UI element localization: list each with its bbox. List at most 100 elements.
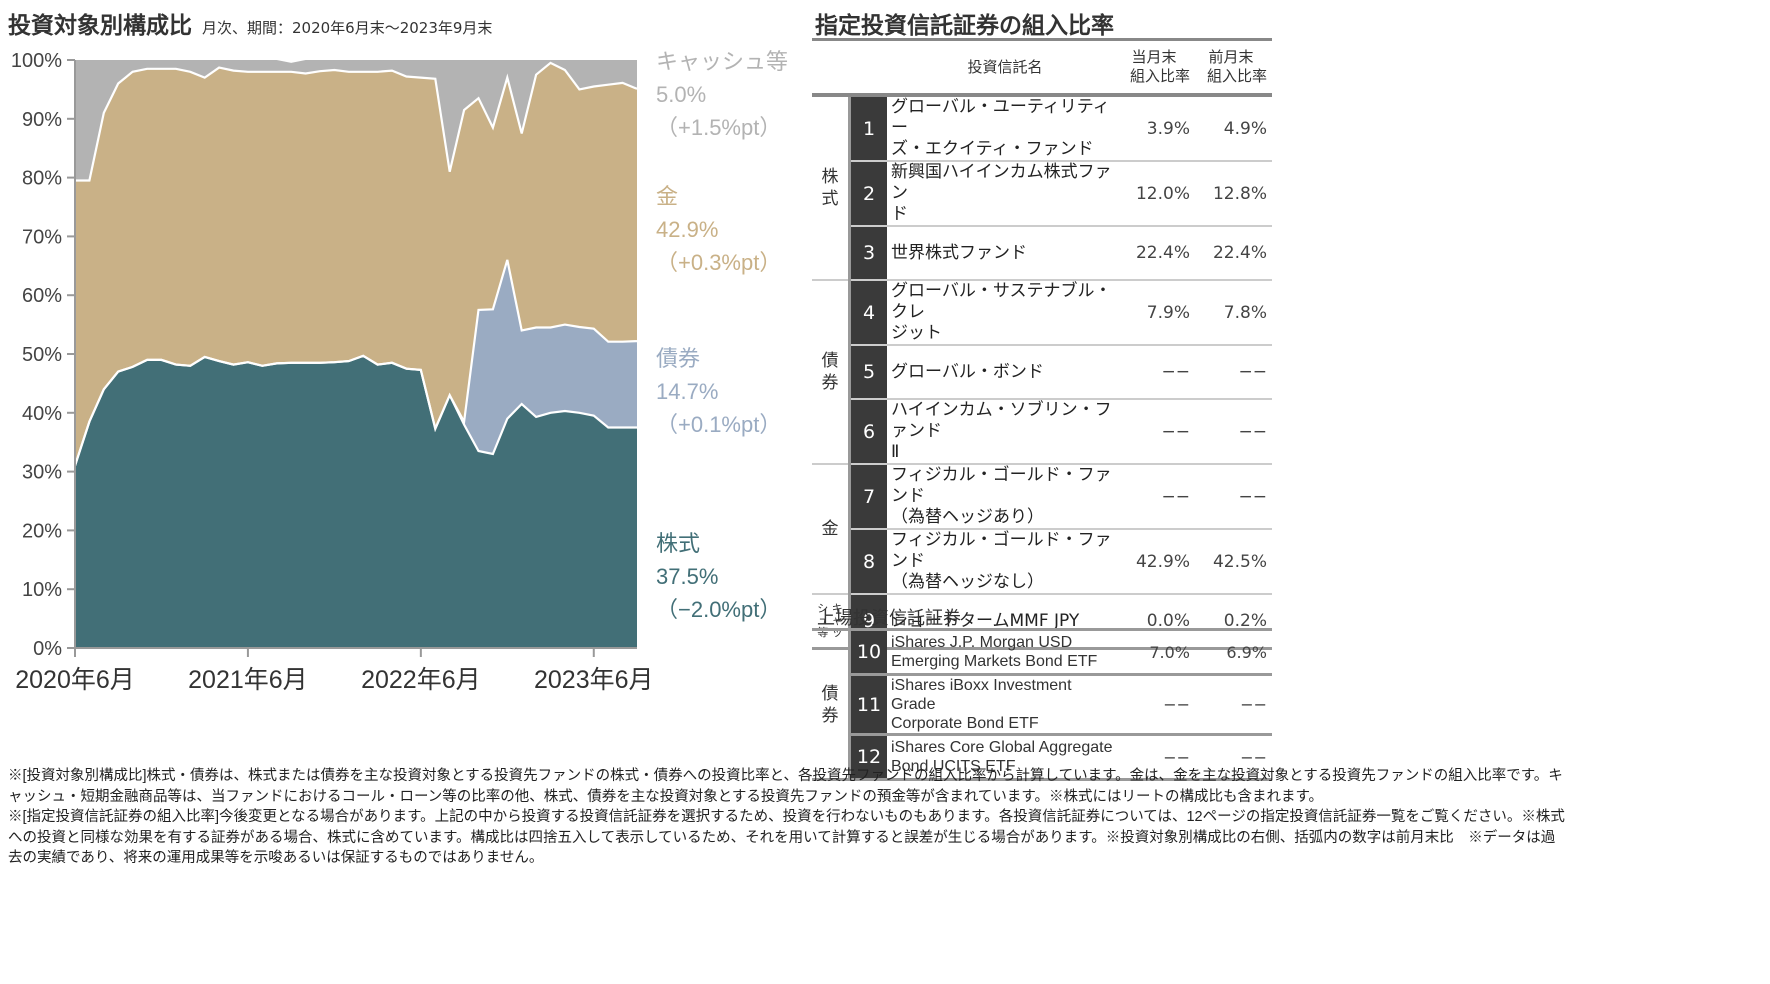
etf-allocation-table: 債券 10 iShares J.P. Morgan USD Emerging Ma… [812, 628, 1272, 781]
fund-current-ratio: −− [1118, 464, 1195, 530]
y-tick-label: 10% [22, 579, 62, 601]
table-title: 指定投資信託証券の組入比率 [815, 13, 1114, 39]
y-tick-label: 100% [11, 50, 62, 72]
fund-number: 1 [849, 95, 887, 162]
fund-name: フィジカル・ゴールド・ファンド （為替ヘッジあり） [887, 464, 1118, 530]
category-bond: 債券 [812, 280, 851, 465]
y-tick-label: 90% [22, 109, 62, 131]
etf-name: iShares J.P. Morgan USD Emerging Markets … [887, 628, 1118, 676]
table-row: 株式 1 グローバル・ユーティリティー ズ・エクイティ・ファンド 3.9% 4.9… [812, 95, 1272, 281]
fund-prev-ratio: −− [1195, 464, 1272, 530]
y-tick-label: 40% [22, 403, 62, 425]
category-char: ュ [817, 614, 829, 627]
fund-number: 7 [849, 464, 887, 530]
fund-current-ratio: 12.0% [1118, 161, 1195, 227]
area-bond [75, 259, 637, 466]
fund-name-line: フィジカル・ゴールド・ファンド [891, 530, 1112, 571]
fund-prev-ratio: 7.8% [1195, 280, 1272, 346]
category-char: 債 [821, 683, 839, 704]
etf-number: 12 [849, 734, 887, 781]
legend-stock: 株式 37.5% （−2.0%pt） [656, 527, 781, 626]
x-tick-label: 2022年6月 [361, 666, 481, 694]
fund-name-line: ド [891, 204, 908, 224]
fund-number: 4 [849, 280, 887, 346]
fund-name-line: ハイインカム・ソブリン・ファンド [891, 400, 1112, 441]
chart-boundaries [73, 61, 638, 467]
fund-name: 世界株式ファンド [887, 226, 1118, 281]
fund-name-line: （為替ヘッジなし） [891, 572, 1044, 592]
fund-number: 6 [849, 399, 887, 465]
fund-name: グローバル・ボンド [887, 345, 1118, 400]
footnote: ※[指定投資信託証券の組入比率]今後変更となる場合があります。上記の中から投資す… [8, 809, 1565, 866]
header-prev-l1: 前月末 [1208, 48, 1254, 66]
fund-current-ratio: −− [1118, 345, 1195, 400]
fund-allocation-table: 投資信託名 当月末組入比率 前月末 組入比率 株式 1 グローバル・ユーティリティ… [812, 38, 1272, 650]
chart-areas [75, 60, 637, 648]
boundary-bond [73, 259, 638, 467]
fund-prev-ratio: −− [1195, 399, 1272, 465]
fund-current-ratio: −− [1118, 399, 1195, 465]
etf-name-line: Corporate Bond ETF [891, 715, 1039, 732]
etf-prev-ratio: −− [1195, 734, 1272, 781]
fund-prev-ratio: 22.4% [1195, 226, 1272, 281]
header-prev-l2: 組入比率 [1206, 67, 1267, 85]
legend-bond-value: 14.7% [656, 379, 719, 404]
fund-prev-ratio: −− [1195, 345, 1272, 400]
fund-name: グローバル・ユーティリティー ズ・エクイティ・ファンド [887, 95, 1118, 162]
table-row: 12 iShares Core Global Aggregate Bond UCI… [812, 734, 1272, 781]
category-bond-etf: 債券 [812, 628, 851, 781]
table-row: 5 グローバル・ボンド −− −− [812, 345, 1272, 400]
etf-number: 10 [849, 628, 887, 676]
legend-cash-value: 5.0% [656, 82, 707, 107]
category-char: 債 [821, 351, 839, 371]
fund-name-line: （為替ヘッジあり） [891, 507, 1044, 527]
fund-prev-ratio: 12.8% [1195, 161, 1272, 227]
fund-name-line: 世界株式ファンド [891, 242, 1027, 263]
fund-number: 3 [849, 226, 887, 281]
area-gold [75, 62, 637, 466]
etf-name: iShares iBoxx Investment Grade Corporate … [887, 674, 1118, 736]
etf-number: 11 [849, 674, 887, 736]
fund-prev-ratio: 42.5% [1195, 529, 1272, 595]
area-cash [75, 60, 637, 181]
fund-number: 8 [849, 529, 887, 595]
legend-bond: 債券 14.7% （+0.1%pt） [656, 342, 781, 441]
fund-name-line: グローバル・ボンド [891, 361, 1044, 382]
category-char: 券 [821, 373, 839, 393]
etf-name: iShares Core Global Aggregate Bond UCITS … [887, 734, 1118, 781]
x-tick-label: 2021年6月 [188, 666, 308, 694]
etf-name-line: Emerging Markets Bond ETF [891, 653, 1098, 670]
category-char: 式 [821, 189, 839, 209]
fund-name-line: Ⅱ [891, 442, 900, 462]
legend-stock-label: 株式 [656, 531, 701, 556]
x-tick-label: 2023年6月 [534, 666, 654, 694]
table-row: 金 7 フィジカル・ゴールド・ファンド （為替ヘッジあり） −− −− [812, 464, 1272, 595]
y-tick-label: 80% [22, 168, 62, 190]
y-tick-label: 20% [22, 520, 62, 542]
table-row: 3 世界株式ファンド 22.4% 22.4% [812, 226, 1272, 281]
fund-current-ratio: 42.9% [1118, 529, 1195, 595]
fund-name-line: ジット [891, 323, 942, 343]
category-char: シ [817, 602, 829, 615]
category-char: 金 [821, 519, 839, 539]
table-row: 11 iShares iBoxx Investment Grade Corpora… [812, 674, 1272, 736]
x-tick-label: 2020年6月 [15, 666, 135, 694]
table-row: 8 フィジカル・ゴールド・ファンド （為替ヘッジなし） 42.9% 42.5% [812, 529, 1272, 595]
header-prev: 前月末 組入比率 [1195, 38, 1272, 97]
legend-gold-value: 42.9% [656, 217, 719, 242]
header-current-l1: 当月末 [1131, 48, 1177, 66]
legend-cash: キャッシュ等 5.0% （+1.5%pt） [656, 45, 788, 144]
etf-section-title: 上場投資信託証券 [817, 608, 961, 629]
header-fund-name: 投資信託名 [812, 38, 1118, 97]
legend-cash-label: キャッシュ等 [656, 49, 789, 74]
y-tick-label: 50% [22, 344, 62, 366]
fund-name-line: グローバル・サステナブル・クレ [891, 281, 1112, 322]
legend-gold: 金 42.9% （+0.3%pt） [656, 180, 781, 279]
category-char: 株 [821, 167, 839, 187]
category-char: ャ [831, 614, 843, 627]
boundary-gold [75, 61, 638, 182]
fund-name: 新興国ハイインカム株式ファンド [887, 161, 1118, 227]
etf-name-line: iShares iBoxx Investment Grade [891, 677, 1072, 713]
fund-name-line: ズ・エクイティ・ファンド [891, 139, 1094, 159]
chart-subtitle: 月次、期間：2020年6月末～2023年9月末 [202, 19, 493, 37]
